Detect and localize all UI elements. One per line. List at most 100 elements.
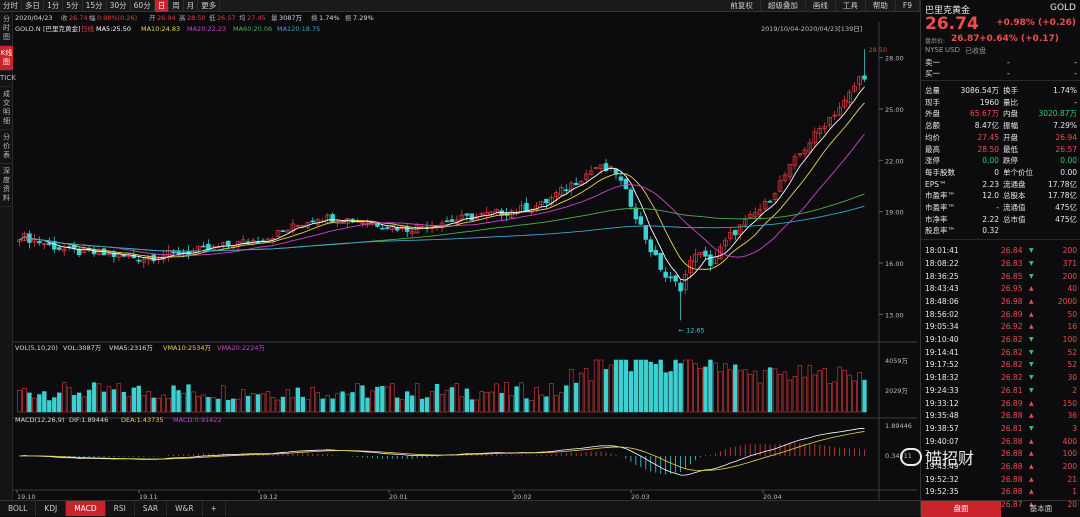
chart-area[interactable]: GOLD.N [巴里克黄金] 日线 MA5:25.50 MA10:24.83 MA20:2… (13, 12, 917, 501)
stat-value: 1960 (979, 97, 999, 107)
sidebar-item[interactable]: 分价表 (0, 130, 13, 164)
sidebar-item[interactable]: 成交明细 (0, 87, 13, 130)
volume-bar (419, 398, 425, 413)
volume-bar (777, 374, 783, 413)
candle-body (61, 248, 67, 252)
stat-label-2: 量比 (1003, 97, 1018, 107)
candle-body (782, 174, 788, 182)
volume-bar (245, 395, 251, 413)
period-tab[interactable]: 5分 (63, 0, 83, 12)
candle-body (449, 219, 455, 222)
volume-bar (141, 395, 146, 413)
kline-chart[interactable]: GOLD.N [巴里克黄金] 日线 MA5:25.50 MA10:24.83 MA20:2… (13, 12, 917, 501)
indicator-tab[interactable]: MACD (66, 501, 106, 516)
volume-bar (638, 359, 644, 413)
volume-bar (474, 399, 479, 413)
low-annotation: ← 12.65 (679, 326, 705, 334)
period-tab[interactable]: 多日 (22, 0, 44, 12)
indicator-tab[interactable]: SAR (135, 501, 168, 516)
stat-row: 现手 1960 量比 - (921, 96, 1080, 109)
tick-price: 26.88 (1001, 462, 1023, 471)
tick-volume: 50 (1067, 309, 1077, 319)
ma-legend: MA20:22.23 (187, 25, 226, 33)
sidebar-item[interactable]: 深度资料 (0, 164, 13, 207)
period-tab[interactable]: 日 (154, 0, 170, 12)
volume-bar (226, 399, 231, 413)
last-price: 26.74 (925, 14, 979, 34)
toolbar-button[interactable]: 超级叠加 (761, 0, 806, 12)
volume-bar (62, 382, 67, 413)
panel-tab[interactable]: 盘面 (921, 501, 1001, 517)
up-arrow-icon: ▲ (1029, 285, 1034, 293)
stat-label-2: 跌停 (1003, 156, 1018, 166)
candle-body (757, 209, 763, 216)
volume-bar (370, 390, 375, 413)
toolbar-button[interactable]: 帮助 (866, 0, 896, 12)
candle-body (385, 227, 390, 229)
tick-row: 2 26.88 ▲ 100 (921, 447, 1080, 460)
period-tab[interactable]: 分时 (0, 0, 22, 12)
quote-info: 28.50 (187, 14, 206, 22)
period-tab[interactable]: 60分 (131, 0, 155, 12)
candle-body (151, 254, 156, 262)
tick-price: 26.89 (1001, 398, 1023, 408)
panel-tab[interactable]: 基本面 (1029, 504, 1053, 513)
tick-time: 19:10:40 (925, 335, 959, 344)
sidebar-item[interactable]: K线图 (0, 46, 13, 71)
candle-body (738, 224, 743, 235)
indicator-tab[interactable]: KDJ (36, 501, 67, 516)
indicator-tab[interactable]: + (203, 501, 226, 516)
candle-body (325, 214, 330, 224)
toolbar-button[interactable]: F9 (896, 0, 920, 12)
ma120-line (19, 205, 865, 252)
tick-volume: 21 (1067, 474, 1077, 484)
sidebar-item[interactable]: TICK (0, 71, 16, 87)
volume-bar (32, 397, 37, 413)
ma-legend: 日线 (81, 24, 95, 33)
candle-body (847, 91, 852, 104)
candle-body (663, 271, 668, 278)
volume-bar (723, 363, 728, 413)
volume-bar (345, 393, 350, 413)
stat-label: 总额 (925, 121, 940, 131)
toolbar-button[interactable]: 画线 (806, 0, 836, 12)
candle-body (623, 178, 629, 190)
period-tab[interactable]: 1分 (44, 0, 64, 12)
period-tab[interactable]: 更多 (198, 0, 221, 12)
tick-row: 19:43:49 26.88 ▲ 200 (921, 460, 1080, 473)
stat-label: 股息率™ (925, 226, 955, 236)
candle-body (648, 239, 654, 253)
volume-bar (86, 389, 92, 413)
sidebar-item[interactable]: 分时图 (0, 12, 13, 46)
candle-body (469, 213, 475, 221)
toolbar-button[interactable]: 工具 (836, 0, 866, 12)
indicator-tab[interactable]: BOLL (0, 501, 37, 516)
candle-body (221, 242, 226, 246)
date-axis-label: 20.02 (513, 493, 532, 500)
tick-time: 19:40:07 (925, 436, 959, 446)
candle-body (554, 192, 559, 197)
stat-label-2: 内盘 (1003, 109, 1018, 119)
volume-bar (71, 395, 77, 413)
indicator-tab[interactable]: W&R (167, 501, 203, 516)
volume-bar (380, 386, 385, 413)
candles (17, 49, 867, 321)
period-tab[interactable]: 月 (184, 0, 199, 12)
volume-bar (544, 396, 549, 413)
period-tab[interactable]: 30分 (107, 0, 131, 12)
candle-body (479, 213, 485, 215)
volume-bar (250, 393, 256, 413)
vol-legend: VMA5:2316万 (109, 344, 153, 352)
toolbar-button[interactable]: 前复权 (723, 0, 761, 12)
indicator-tab[interactable]: RSI (106, 501, 135, 516)
candle-body (678, 282, 683, 292)
volume-bar (549, 383, 554, 413)
candle-body (171, 251, 176, 254)
stat-row: 涨停 0.00 跌停 0.00 (921, 154, 1080, 167)
stat-label-2: 振幅 (1003, 121, 1018, 131)
candle-body (42, 243, 47, 246)
period-tab[interactable]: 15分 (83, 0, 107, 12)
tick-volume: 36 (1067, 411, 1077, 421)
period-tab[interactable]: 周 (169, 0, 184, 12)
tick-price: 26.98 (1001, 296, 1023, 306)
